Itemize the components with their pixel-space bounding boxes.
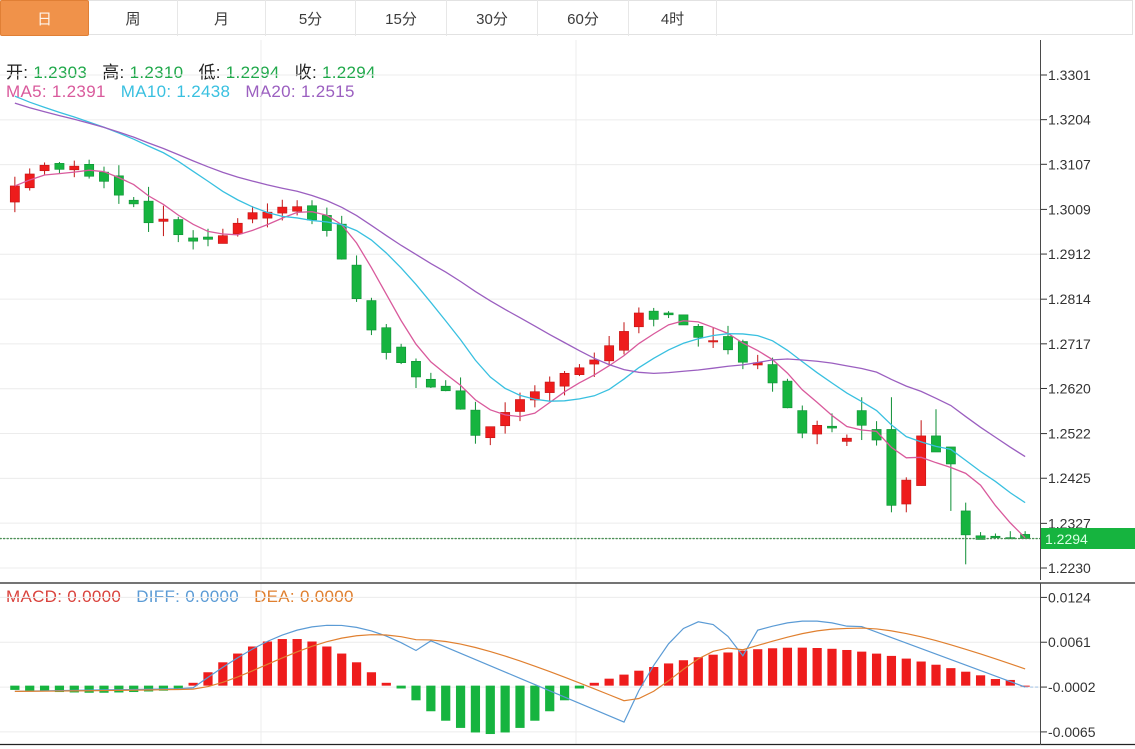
svg-text:-0.0002: -0.0002	[1048, 679, 1096, 695]
svg-text:-0.0065: -0.0065	[1048, 724, 1096, 740]
svg-text:0.0124: 0.0124	[1048, 589, 1091, 605]
svg-text:0.0061: 0.0061	[1048, 634, 1091, 650]
